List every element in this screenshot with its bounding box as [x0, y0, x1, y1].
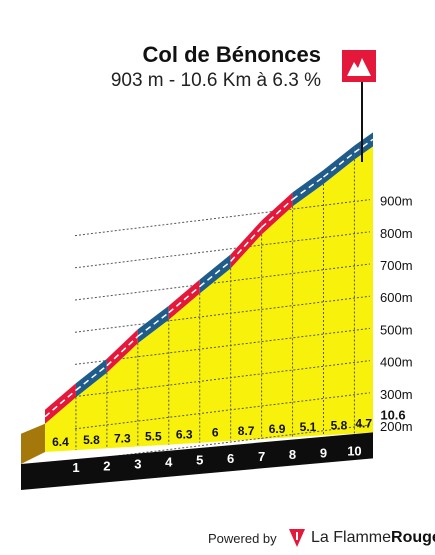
km-tick-label: 10 [347, 443, 361, 458]
altitude-grid-line [74, 360, 371, 398]
road-segment [199, 254, 231, 294]
road-segment [292, 170, 324, 207]
road-centre-dash [137, 312, 170, 337]
gradient-label: 5.5 [145, 429, 162, 443]
road-centre-dash [230, 226, 263, 262]
road-centre-dash [168, 285, 201, 314]
flamme-rouge-logo-icon [289, 529, 305, 547]
gradient-label: 6.4 [52, 435, 69, 449]
altitude-grid-line [74, 327, 371, 365]
road-layer [44, 132, 374, 424]
gradient-label: 6.9 [269, 422, 286, 436]
altitude-grid-line [74, 263, 371, 301]
climb-summary: 903 m - 10.6 Km à 6.3 % [110, 70, 321, 91]
road-centre-dash [353, 138, 374, 154]
road-centre-dash [44, 389, 77, 418]
profile-fill-layer [21, 146, 373, 464]
altitude-tick-label: 300m [380, 387, 413, 402]
km-tick-label: 1 [72, 460, 79, 475]
gradient-label: 6 [212, 426, 219, 440]
km-tick-label: 8 [289, 447, 296, 462]
flag-mountain [347, 58, 371, 76]
km-tick-label: 6 [227, 451, 234, 466]
road-centre-dash [106, 335, 139, 367]
brand-name-part2: Rouge [391, 529, 435, 546]
gradient-label: 5.8 [331, 418, 348, 432]
road-segment [323, 145, 355, 185]
altitude-grid-line [74, 295, 371, 333]
profile-side-face [21, 423, 45, 464]
ground-layer [21, 432, 373, 490]
grid-layer [74, 159, 371, 462]
altitude-tick-label: 800m [380, 226, 413, 241]
altitude-tick-label: 700m [380, 258, 413, 273]
gradient-label: 5.1 [300, 420, 317, 434]
km-tick-label: 4 [165, 455, 173, 470]
gradient-label: 6.3 [176, 428, 193, 442]
gradient-label: 4.7 [355, 416, 372, 430]
road-centre-dash [292, 176, 324, 200]
km-tick-label: 3 [134, 456, 141, 471]
road-centre-dash [261, 198, 294, 229]
gradient-label: 8.7 [238, 424, 255, 438]
km-tick-label: 2 [103, 458, 110, 473]
altitude-tick-label: 200m [380, 419, 413, 434]
km-tick-label: 7 [258, 449, 265, 464]
altitude-tick-label: 600m [380, 290, 413, 305]
ground-base [21, 432, 373, 490]
road-centre-dash [323, 151, 355, 178]
altitude-tick-label: 900m [380, 194, 413, 209]
page-title: Col de Bénonces [142, 42, 321, 67]
road-segment [137, 305, 169, 344]
altitude-grid-line [74, 231, 371, 269]
altitude-grid-line [74, 199, 371, 237]
road-centre-dash [75, 365, 108, 391]
km-tick-label: 9 [320, 445, 327, 460]
distance-total-label: 10.6 [380, 407, 405, 422]
road-segment [75, 358, 107, 398]
profile-fill [45, 146, 373, 453]
altitude-grid-line [74, 392, 371, 430]
summit-flag-icon [342, 50, 376, 162]
altitude-tick-label: 500m [380, 322, 413, 337]
label-layer: 6.4 5.8 7.3 5.5 6.3 6 8.7 6.9 5.1 5.8 4.71 2 3 4 5 6 7 8 9… [52, 194, 412, 476]
brand-name-part1: La Flamme [311, 529, 392, 546]
gradient-label: 7.3 [114, 431, 131, 445]
km-tick-label: 5 [196, 453, 203, 468]
powered-by-label: Powered by [208, 531, 277, 546]
brand-name: La FlammeRouge [311, 529, 435, 547]
gradient-label: 5.8 [83, 433, 100, 447]
road-centre-dash [199, 260, 232, 288]
altitude-tick-label: 400m [380, 355, 413, 370]
